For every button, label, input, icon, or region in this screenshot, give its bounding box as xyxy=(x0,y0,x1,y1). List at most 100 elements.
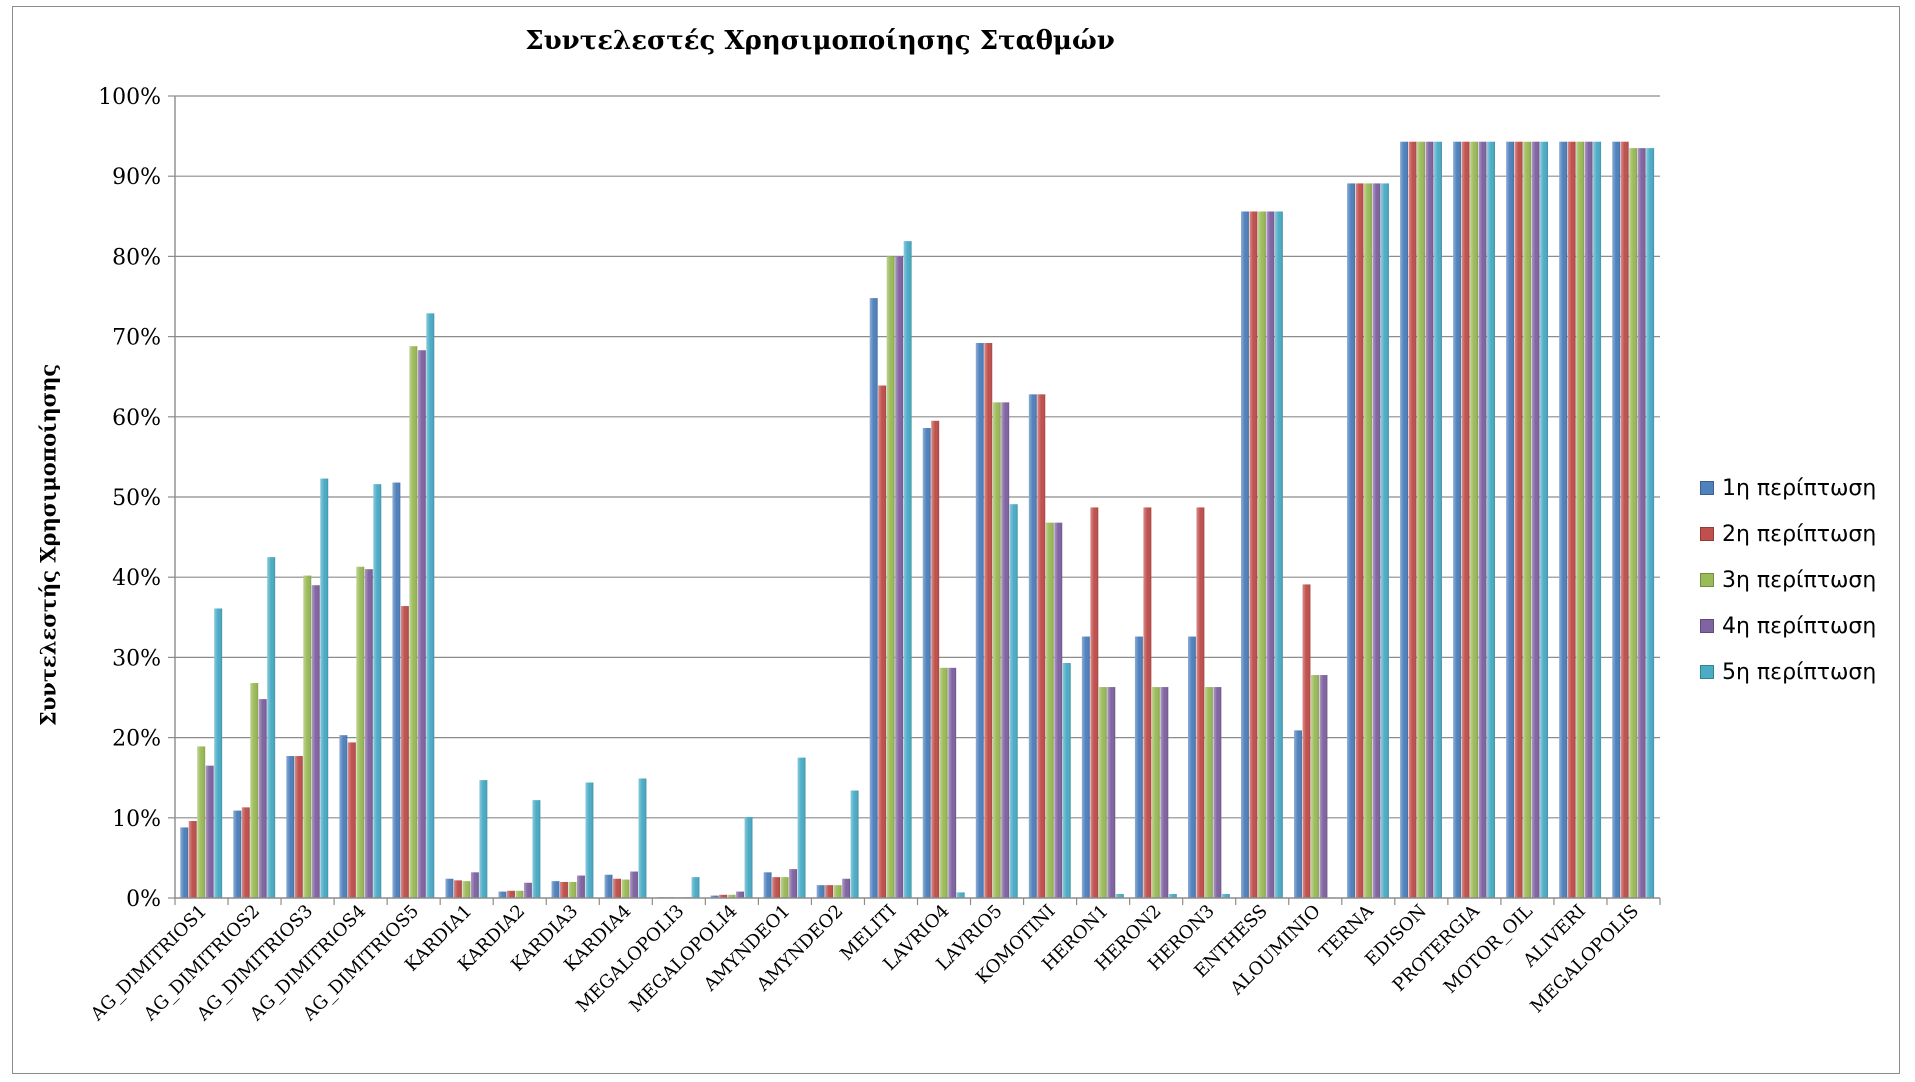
bar-shade xyxy=(1001,402,1010,898)
bar-shade xyxy=(1213,687,1222,898)
bar-shade xyxy=(479,780,488,898)
chart-title: Συντελεστές Χρησιμοποίησης Σταθμών xyxy=(525,26,1115,56)
y-tick-label: 70% xyxy=(112,326,161,351)
bar-shade xyxy=(1302,584,1311,898)
bar-shade xyxy=(1637,148,1646,898)
bar-shade xyxy=(267,557,276,898)
bar-shade xyxy=(1514,141,1523,899)
bar-shade xyxy=(878,385,887,899)
bar-shade xyxy=(1478,141,1487,899)
legend-item: 3η περίπτωση xyxy=(1700,557,1876,603)
bar-shade xyxy=(842,878,851,898)
bar-shade xyxy=(507,890,515,898)
bar-shade xyxy=(1028,394,1037,898)
bar-shade xyxy=(258,699,267,898)
legend-label: 5η περίπτωση xyxy=(1722,659,1877,685)
bar-shade xyxy=(1355,183,1364,899)
bar-shade xyxy=(498,891,507,898)
bar-shade xyxy=(613,878,621,898)
bar-shade xyxy=(1319,675,1328,898)
bar-shade xyxy=(1249,211,1258,898)
bar-shade xyxy=(294,756,303,898)
y-tick-label: 10% xyxy=(112,807,161,832)
bar-shade xyxy=(1364,183,1372,899)
bar-shade xyxy=(1274,211,1283,898)
bar-shade xyxy=(789,869,798,898)
bar-shade xyxy=(1134,636,1143,898)
y-tick-label: 50% xyxy=(112,486,161,511)
bar-shade xyxy=(1408,141,1417,899)
legend-swatch xyxy=(1700,619,1714,633)
bar-shade xyxy=(1593,141,1602,899)
bar-shade xyxy=(400,606,409,898)
bar-shade xyxy=(320,478,329,898)
bar-shade xyxy=(1400,141,1409,899)
legend-swatch xyxy=(1700,481,1714,495)
x-category-label: ALOUMINIO xyxy=(1226,901,1325,1000)
bar-shade xyxy=(1294,730,1302,898)
bar-shade xyxy=(577,875,585,898)
bar-shade xyxy=(1629,148,1638,898)
bar-shade xyxy=(727,894,736,898)
bar-shade xyxy=(1531,141,1540,899)
bar-shade xyxy=(710,895,719,898)
bar-shade xyxy=(560,881,568,898)
bar-shade xyxy=(1417,141,1425,899)
bar-shade xyxy=(984,343,993,898)
bar-shade xyxy=(1196,507,1205,898)
bar-shade xyxy=(1347,183,1355,899)
bar-shade xyxy=(409,346,418,898)
bar-shade xyxy=(515,890,524,898)
bar-shade xyxy=(250,683,259,898)
bar-shade xyxy=(1221,893,1230,898)
bar-shade xyxy=(719,894,728,898)
bar-shade xyxy=(638,778,647,898)
bar-shade xyxy=(523,882,532,898)
bar-shade xyxy=(1559,141,1568,899)
bar-shade xyxy=(1470,141,1479,899)
bar-shade xyxy=(1054,522,1063,898)
bar-shade xyxy=(780,877,789,898)
bar-shade xyxy=(1241,211,1249,898)
bar-shade xyxy=(1009,504,1018,898)
bar-shade xyxy=(462,881,471,898)
bar-shade xyxy=(532,800,541,898)
y-tick-label: 0% xyxy=(126,887,161,912)
bar-shade xyxy=(895,256,904,898)
bar-shade xyxy=(869,298,878,898)
bar-shade xyxy=(311,585,320,898)
bar-shade xyxy=(445,878,454,898)
bar-shade xyxy=(453,880,462,898)
bar-shade xyxy=(214,608,223,898)
bar-shade xyxy=(1612,141,1621,899)
bar-shade xyxy=(1160,687,1169,898)
bar-shade xyxy=(1372,183,1381,899)
bar-shade xyxy=(470,872,479,898)
bar-shade xyxy=(1567,141,1576,899)
bar-shade xyxy=(303,575,312,898)
bar-shade xyxy=(825,885,834,898)
bar-shade xyxy=(1453,141,1462,899)
bar-shade xyxy=(1107,687,1116,898)
bar-shade xyxy=(939,667,948,898)
bar-shade xyxy=(1187,636,1196,898)
bar-shade xyxy=(744,816,753,898)
bar-shade xyxy=(551,881,560,898)
bar-shade xyxy=(992,402,1001,898)
bar-shade xyxy=(1576,141,1585,899)
bar-shade xyxy=(364,569,373,898)
bar-shade xyxy=(1115,893,1124,898)
legend-label: 4η περίπτωση xyxy=(1722,613,1877,639)
bar-shade xyxy=(604,874,613,898)
legend-item: 2η περίπτωση xyxy=(1700,511,1876,557)
bar-shade xyxy=(931,420,940,898)
bar-shade xyxy=(1381,183,1389,899)
bar-shade xyxy=(1037,394,1046,898)
bars xyxy=(180,141,1655,899)
bar-shade xyxy=(197,746,206,898)
legend-label: 3η περίπτωση xyxy=(1722,567,1877,593)
bar-shade xyxy=(1523,141,1532,899)
bar-shade xyxy=(772,877,781,898)
bar-shade xyxy=(922,428,931,898)
bar-shade xyxy=(903,241,912,899)
